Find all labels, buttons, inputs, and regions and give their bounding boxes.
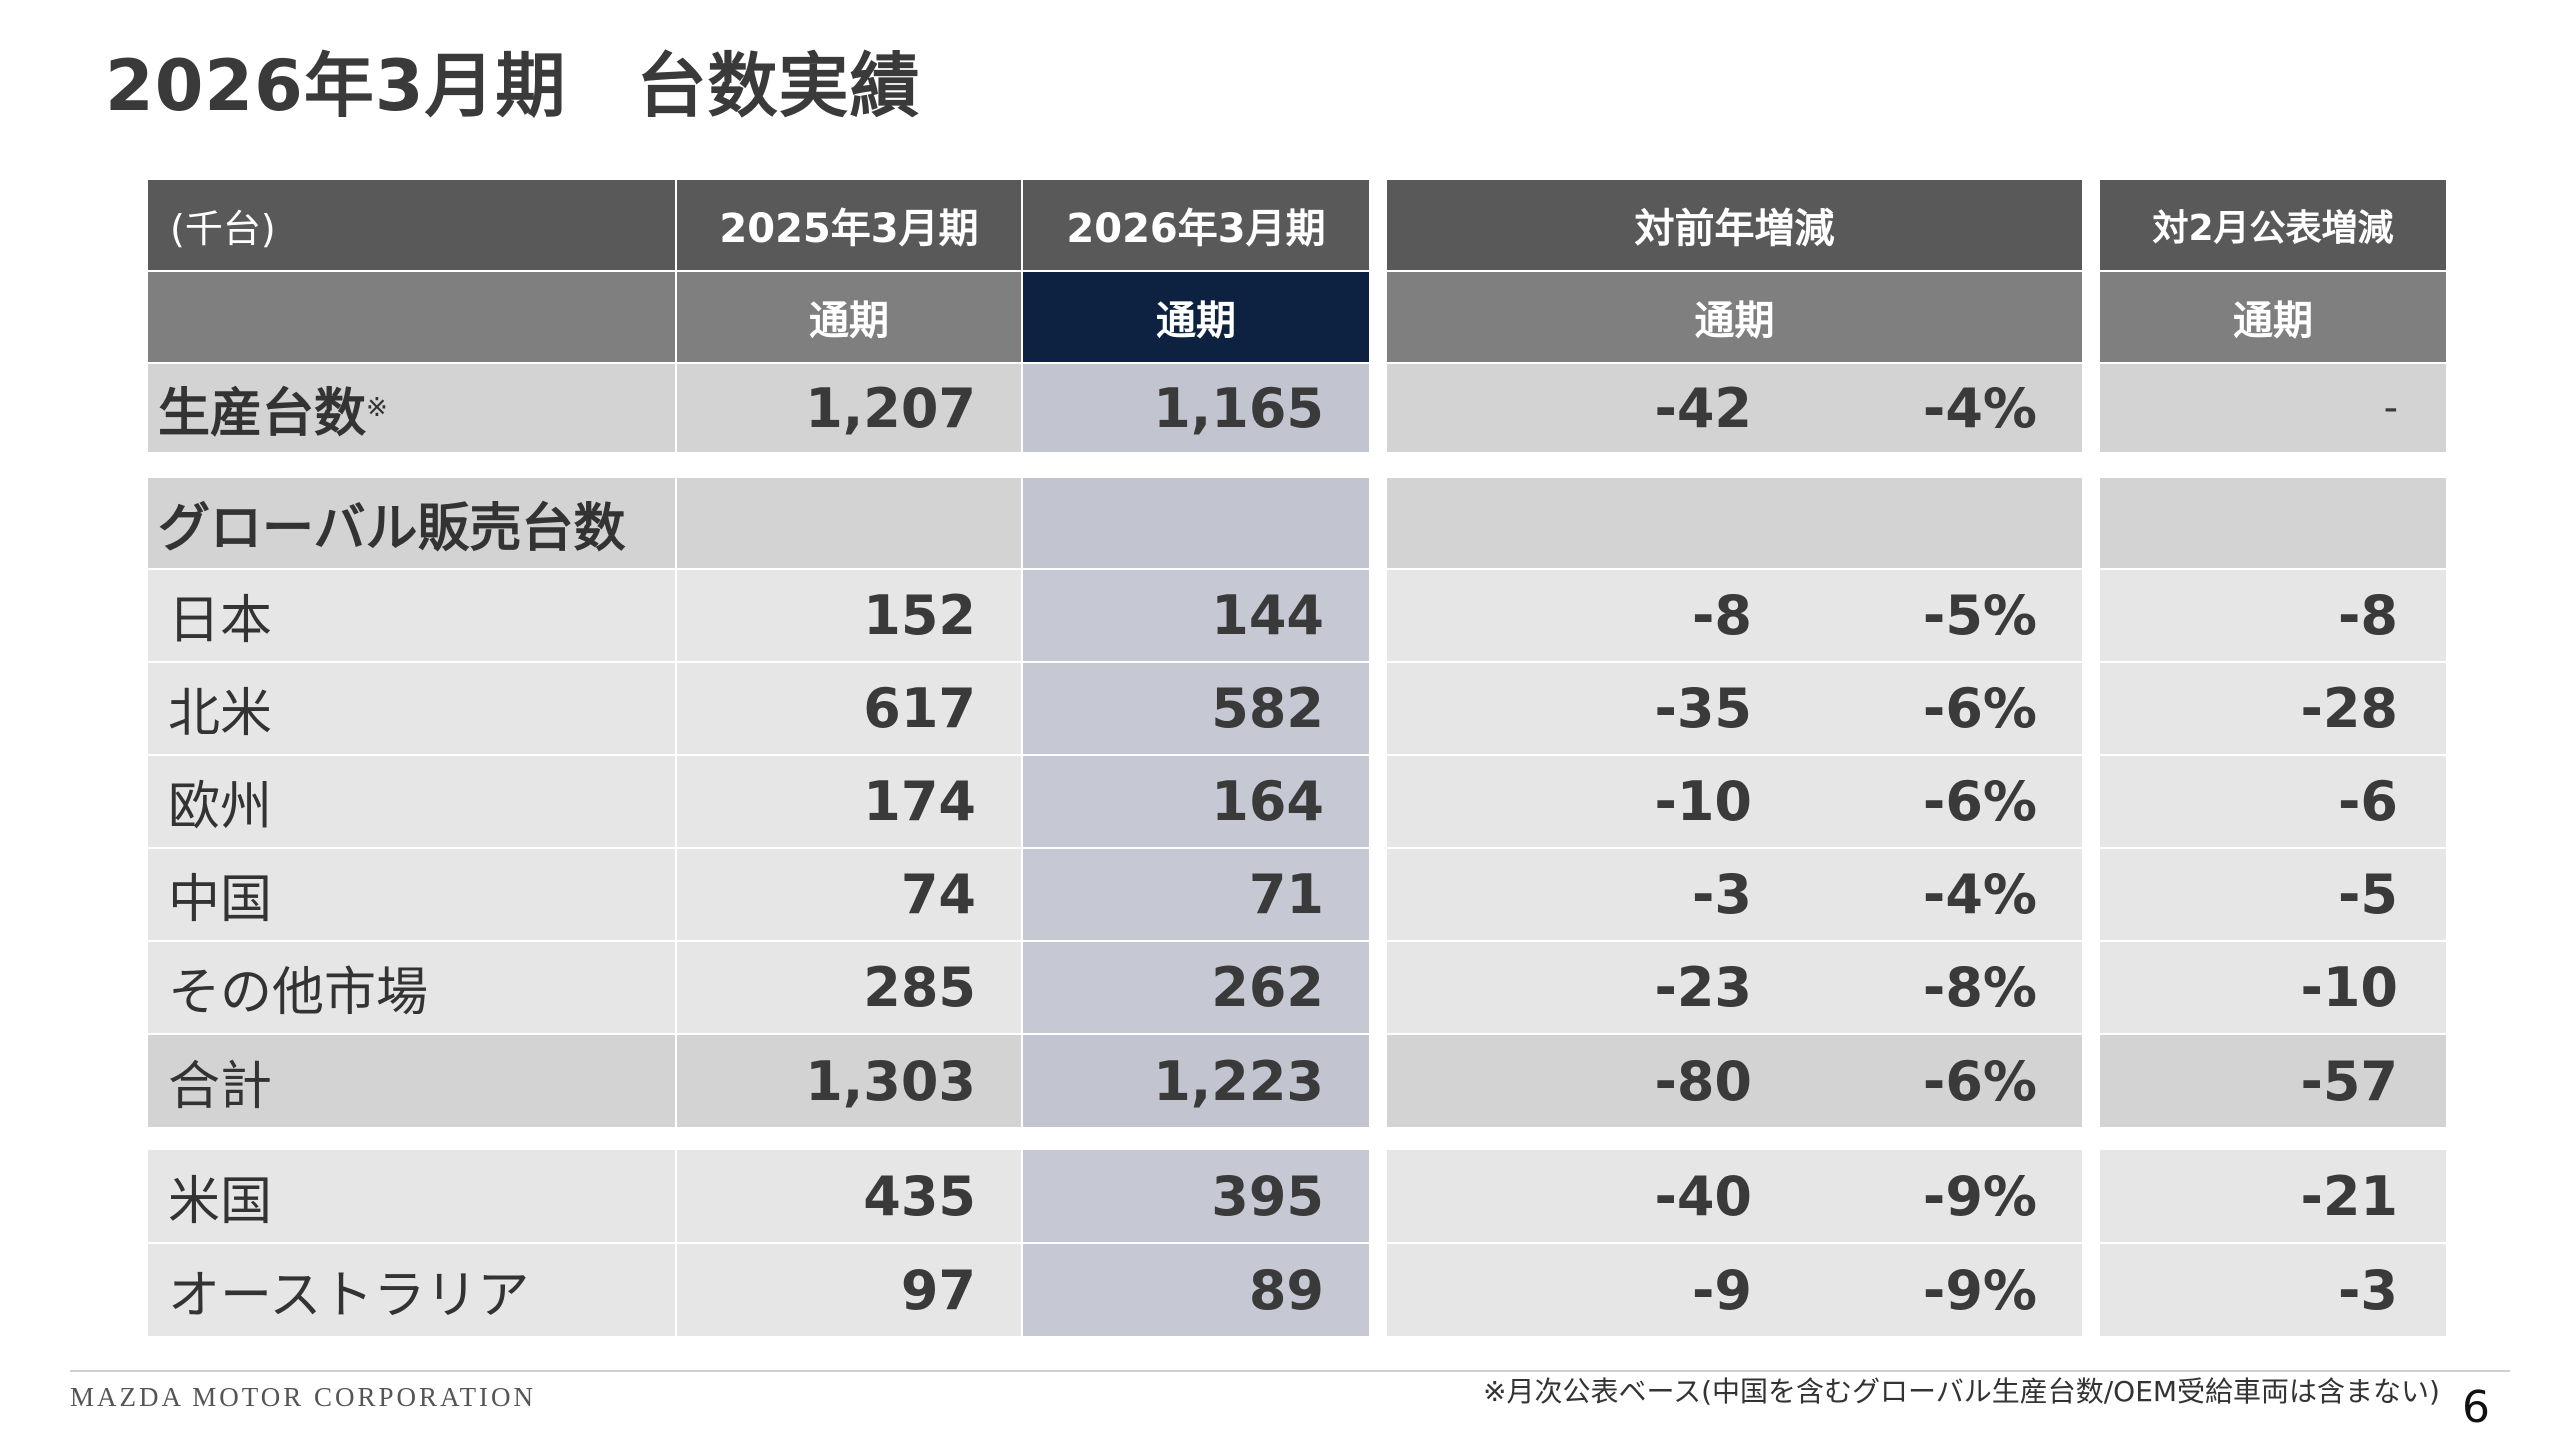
row-label: 日本 [148,570,675,661]
cell-fy2025: 617 [677,663,1021,754]
cell-blank [2100,478,2446,568]
cell-yoy-abs: -80 [1387,1035,1827,1127]
cell-yoy-abs: -40 [1387,1150,1827,1242]
cell-fy2025: 285 [677,942,1021,1033]
cell-fy2025: 97 [677,1244,1021,1336]
page-title: 2026年3月期 台数実績 [105,30,921,131]
page-number: 6 [2462,1382,2490,1433]
cell-vs-feb: -5 [2100,849,2446,940]
footer-divider [70,1370,2510,1372]
cell-yoy-abs: -42 [1387,364,1827,452]
period-yoy: 通期 [1387,272,2082,362]
row-label: その他市場 [148,942,675,1033]
page-title-subject: 台数実績 [636,45,921,127]
col-header-yoy: 対前年増減 [1387,180,2082,270]
footnote-mark: ※ [366,393,388,423]
col-header-fy2026: 2026年3月期 [1023,180,1369,270]
cell-yoy-pct: -8% [1825,942,2082,1033]
cell-fy2026: 1,223 [1023,1035,1369,1127]
cell-yoy-pct: -6% [1825,756,2082,847]
cell-fy2025: 74 [677,849,1021,940]
cell-yoy-pct: -6% [1825,1035,2082,1127]
company-name: MAZDA MOTOR CORPORATION [70,1382,537,1412]
cell-fy2025: 1,303 [677,1035,1021,1127]
col-header-fy2025: 2025年3月期 [677,180,1021,270]
period-fy2025: 通期 [677,272,1021,362]
production-label: 生産台数 [158,383,367,444]
cell-yoy-abs: -3 [1387,849,1827,940]
cell-vs-feb: -28 [2100,663,2446,754]
cell-yoy-pct: -6% [1825,663,2082,754]
cell-yoy-abs: -35 [1387,663,1827,754]
cell-yoy-abs: -9 [1387,1244,1827,1336]
cell-yoy-pct: -4% [1825,849,2082,940]
cell-vs-feb: -6 [2100,756,2446,847]
cell-yoy-abs: -23 [1387,942,1827,1033]
cell-fy2026: 1,165 [1023,364,1369,452]
cell-fy2026: 164 [1023,756,1369,847]
col-header-vs-feb: 対2月公表増減 [2100,180,2446,270]
cell-vs-feb: -21 [2100,1150,2446,1242]
row-label-global-sales: グローバル販売台数 [148,478,675,568]
cell-vs-feb: -10 [2100,942,2446,1033]
row-label: オーストラリア [148,1244,675,1336]
cell-fy2026: 71 [1023,849,1369,940]
page-title-period: 2026年3月期 [105,45,567,127]
cell-blank [677,478,1021,568]
cell-blank [1387,478,2082,568]
row-label: 米国 [148,1150,675,1242]
cell-yoy-abs: -8 [1387,570,1827,661]
cell-yoy-abs: -10 [1387,756,1827,847]
row-label-production: 生産台数 ※ [148,364,675,452]
cell-fy2025: 174 [677,756,1021,847]
row-label: 北米 [148,663,675,754]
period-fy2026: 通期 [1023,272,1369,362]
cell-fy2026: 582 [1023,663,1369,754]
cell-fy2026: 144 [1023,570,1369,661]
cell-fy2026: 395 [1023,1150,1369,1242]
cell-vs-feb: -3 [2100,1244,2446,1336]
row-label-total: 合計 [148,1035,675,1127]
cell-yoy-pct: -4% [1825,364,2082,452]
row-label: 中国 [148,849,675,940]
cell-yoy-pct: -9% [1825,1150,2082,1242]
cell-yoy-pct: -5% [1825,570,2082,661]
cell-fy2026: 262 [1023,942,1369,1033]
cell-fy2025: 435 [677,1150,1021,1242]
unit-label: (千台) [148,180,675,270]
cell-fy2025: 152 [677,570,1021,661]
row-label: 欧州 [148,756,675,847]
cell-yoy-pct: -9% [1825,1244,2082,1336]
cell-blank [1023,478,1369,568]
cell-vs-feb: -8 [2100,570,2446,661]
period-vs-feb: 通期 [2100,272,2446,362]
footnote: ※月次公表ベース(中国を含むグローバル生産台数/OEM受給車両は含まない) [1483,1375,2440,1408]
cell-vs-feb: - [2100,364,2446,452]
header-blank [148,272,675,362]
cell-vs-feb: -57 [2100,1035,2446,1127]
cell-fy2026: 89 [1023,1244,1369,1336]
cell-fy2025: 1,207 [677,364,1021,452]
